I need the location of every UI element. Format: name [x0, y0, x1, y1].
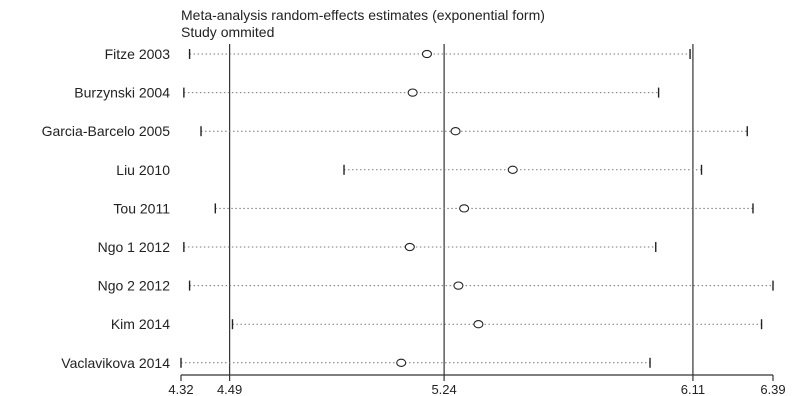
estimate-marker: [396, 358, 407, 367]
study-label: Garcia-Barcelo 2005: [42, 123, 171, 139]
x-tick-label: 6.11: [681, 382, 705, 396]
estimate-marker: [407, 88, 418, 97]
chart-subtitle: Study ommited: [181, 24, 274, 40]
study-label: Fitze 2003: [105, 46, 171, 62]
plot-area: 4.32 4.49 5.24 6.11 6.39 Fitze 2003 Burzynski …: [42, 44, 786, 396]
study-label: Kim 2014: [111, 316, 170, 332]
estimate-marker: [459, 204, 470, 213]
x-tick-label: 5.24: [431, 382, 456, 396]
study-label: Burzynski 2004: [74, 85, 170, 101]
study-label: Ngo 2 2012: [98, 278, 171, 294]
study-label: Liu 2010: [116, 162, 170, 178]
study-label: Tou 2011: [113, 200, 170, 216]
study-label: Ngo 1 2012: [98, 239, 171, 255]
estimate-marker: [507, 165, 518, 174]
x-tick-label: 4.32: [168, 382, 193, 396]
estimate-marker: [404, 242, 415, 252]
x-tick-label: 6.39: [760, 382, 785, 396]
estimate-marker: [453, 281, 464, 290]
chart-title: Meta-analysis random-effects estimates (…: [181, 7, 545, 23]
study-label: Vaclavikova 2014: [61, 355, 170, 371]
estimate-marker: [421, 49, 433, 59]
x-tick-label: 4.49: [217, 382, 242, 396]
estimate-marker: [473, 320, 484, 329]
estimate-marker: [450, 127, 461, 136]
